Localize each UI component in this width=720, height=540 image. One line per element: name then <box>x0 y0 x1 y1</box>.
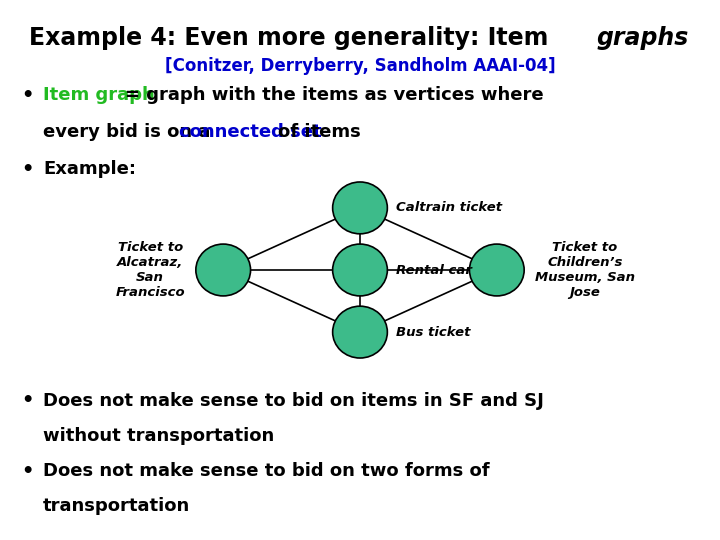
Ellipse shape <box>333 244 387 296</box>
Text: Example:: Example: <box>43 160 136 178</box>
Ellipse shape <box>196 244 251 296</box>
Text: every bid is on a: every bid is on a <box>43 123 217 141</box>
Ellipse shape <box>333 182 387 234</box>
Text: Ticket to
Children’s
Museum, San
Jose: Ticket to Children’s Museum, San Jose <box>535 241 635 299</box>
Text: Caltrain ticket: Caltrain ticket <box>396 201 502 214</box>
Text: •: • <box>22 160 34 179</box>
Text: Example 4: Even more generality: Item: Example 4: Even more generality: Item <box>29 26 557 50</box>
Text: Bus ticket: Bus ticket <box>396 326 470 339</box>
Text: •: • <box>22 86 34 105</box>
Text: = graph with the items as vertices where: = graph with the items as vertices where <box>125 86 543 104</box>
Text: •: • <box>22 392 34 410</box>
Text: [Conitzer, Derryberry, Sandholm AAAI-04]: [Conitzer, Derryberry, Sandholm AAAI-04] <box>165 57 555 75</box>
Text: connected set: connected set <box>179 123 321 141</box>
Text: without transportation: without transportation <box>43 427 274 444</box>
Text: transportation: transportation <box>43 497 191 515</box>
Text: Does not make sense to bid on two forms of: Does not make sense to bid on two forms … <box>43 462 490 480</box>
Text: Ticket to
Alcatraz,
San
Francisco: Ticket to Alcatraz, San Francisco <box>115 241 185 299</box>
Text: graphs: graphs <box>596 26 688 50</box>
Ellipse shape <box>469 244 524 296</box>
Ellipse shape <box>333 306 387 358</box>
Text: Item graph: Item graph <box>43 86 155 104</box>
Text: •: • <box>22 462 34 481</box>
Text: Does not make sense to bid on items in SF and SJ: Does not make sense to bid on items in S… <box>43 392 544 409</box>
Text: of items: of items <box>278 123 361 141</box>
Text: Rental car: Rental car <box>396 264 472 276</box>
